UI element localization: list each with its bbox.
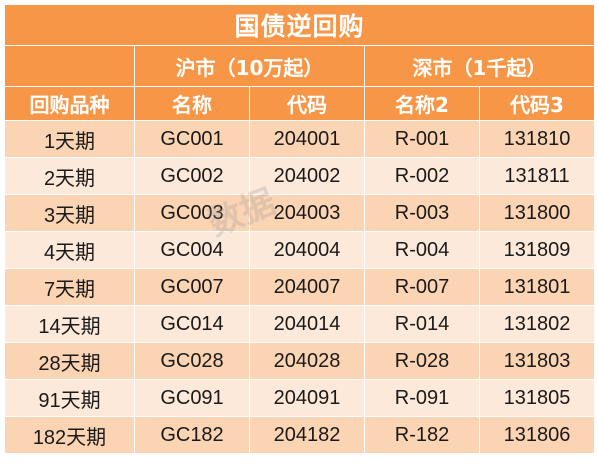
group-blank-cell bbox=[4, 45, 135, 87]
table-cell: 131805 bbox=[479, 379, 595, 417]
table-cell: R-182 bbox=[364, 416, 480, 454]
table-cell: R-004 bbox=[364, 231, 480, 269]
table-cell: 204091 bbox=[249, 379, 365, 417]
table-row: 7天期 GC007 204007 R-007 131801 bbox=[4, 268, 595, 306]
table-cell: 204182 bbox=[249, 416, 365, 454]
table-cell: 3天期 bbox=[4, 194, 135, 232]
table-cell: GC007 bbox=[134, 268, 250, 306]
table-cell: GC004 bbox=[134, 231, 250, 269]
table-cell: GC182 bbox=[134, 416, 250, 454]
table-cell: 131806 bbox=[479, 416, 595, 454]
table-cell: 204001 bbox=[249, 120, 365, 158]
table-cell: GC002 bbox=[134, 157, 250, 195]
table-cell: 131810 bbox=[479, 120, 595, 158]
column-header: 代码3 bbox=[479, 86, 595, 121]
table-row: 4天期 GC004 204004 R-004 131809 bbox=[4, 231, 595, 269]
column-header: 名称 bbox=[134, 86, 250, 121]
repo-table: 国债逆回购 沪市（10万起） 深市（1千起） 回购品种 名称 代码 名称2 代码… bbox=[4, 4, 595, 454]
repo-table-container: 国债逆回购 沪市（10万起） 深市（1千起） 回购品种 名称 代码 名称2 代码… bbox=[4, 4, 595, 454]
table-cell: 131811 bbox=[479, 157, 595, 195]
table-cell: R-002 bbox=[364, 157, 480, 195]
column-header: 名称2 bbox=[364, 86, 480, 121]
table-cell: GC091 bbox=[134, 379, 250, 417]
table-row: 2天期 GC002 204002 R-002 131811 bbox=[4, 157, 595, 195]
table-row: 182天期 GC182 204182 R-182 131806 bbox=[4, 416, 595, 454]
table-cell: 204007 bbox=[249, 268, 365, 306]
table-cell: 131802 bbox=[479, 305, 595, 343]
table-cell: 2天期 bbox=[4, 157, 135, 195]
table-cell: GC028 bbox=[134, 342, 250, 380]
table-cell: 14天期 bbox=[4, 305, 135, 343]
group-shanghai: 沪市（10万起） bbox=[134, 45, 365, 87]
table-cell: 1天期 bbox=[4, 120, 135, 158]
table-cell: 182天期 bbox=[4, 416, 135, 454]
table-cell: 204028 bbox=[249, 342, 365, 380]
table-cell: 204002 bbox=[249, 157, 365, 195]
table-row: 91天期 GC091 204091 R-091 131805 bbox=[4, 379, 595, 417]
table-cell: 7天期 bbox=[4, 268, 135, 306]
table-row: 14天期 GC014 204014 R-014 131802 bbox=[4, 305, 595, 343]
table-cell: 204004 bbox=[249, 231, 365, 269]
table-row: 1天期 GC001 204001 R-001 131810 bbox=[4, 120, 595, 158]
table-cell: 131803 bbox=[479, 342, 595, 380]
table-row: 3天期 GC003 204003 R-003 131800 bbox=[4, 194, 595, 232]
table-cell: 204003 bbox=[249, 194, 365, 232]
table-cell: GC014 bbox=[134, 305, 250, 343]
title-row: 国债逆回购 bbox=[4, 4, 595, 46]
group-shenzhen: 深市（1千起） bbox=[364, 45, 595, 87]
table-cell: R-001 bbox=[364, 120, 480, 158]
table-cell: 131800 bbox=[479, 194, 595, 232]
table-cell: 131809 bbox=[479, 231, 595, 269]
table-body: 1天期 GC001 204001 R-001 131810 2天期 GC002 204002 R… bbox=[4, 120, 595, 454]
table-cell: 131801 bbox=[479, 268, 595, 306]
column-header: 代码 bbox=[249, 86, 365, 121]
table-cell: 204014 bbox=[249, 305, 365, 343]
column-header: 回购品种 bbox=[4, 86, 135, 121]
table-row: 28天期 GC028 204028 R-028 131803 bbox=[4, 342, 595, 380]
market-group-row: 沪市（10万起） 深市（1千起） bbox=[4, 45, 595, 87]
table-cell: R-014 bbox=[364, 305, 480, 343]
table-cell: 91天期 bbox=[4, 379, 135, 417]
table-cell: 4天期 bbox=[4, 231, 135, 269]
table-title: 国债逆回购 bbox=[4, 4, 595, 46]
table-cell: R-003 bbox=[364, 194, 480, 232]
table-cell: 28天期 bbox=[4, 342, 135, 380]
table-cell: GC003 bbox=[134, 194, 250, 232]
table-cell: R-007 bbox=[364, 268, 480, 306]
table-cell: GC001 bbox=[134, 120, 250, 158]
table-cell: R-028 bbox=[364, 342, 480, 380]
table-cell: R-091 bbox=[364, 379, 480, 417]
column-header-row: 回购品种 名称 代码 名称2 代码3 bbox=[4, 86, 595, 121]
